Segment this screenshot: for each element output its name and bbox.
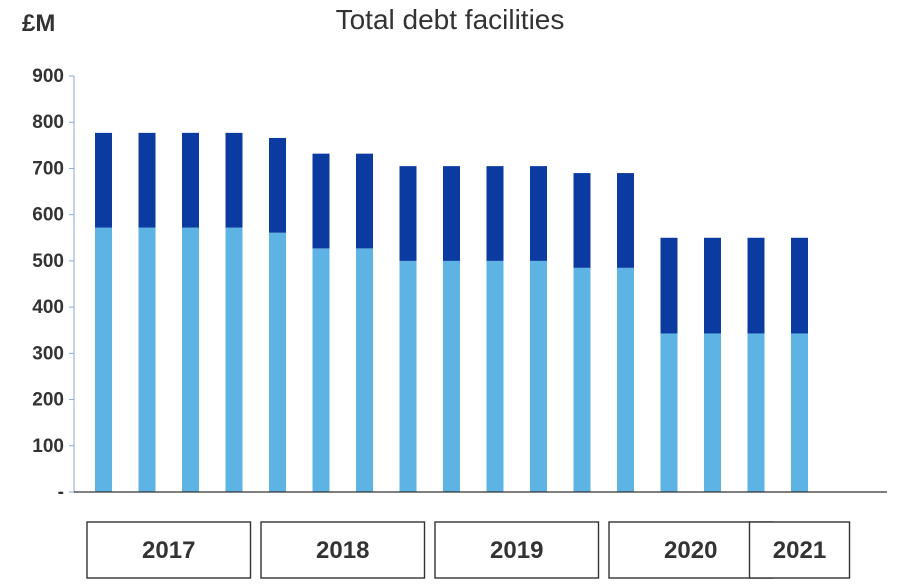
year-box <box>748 521 851 579</box>
year-label: 2019 <box>490 537 543 564</box>
bar-segment-lower <box>486 260 504 492</box>
y-tick-label: 700 <box>32 158 64 179</box>
bar-segment-upper <box>660 237 678 334</box>
year-box <box>608 521 774 579</box>
bar-segment-lower <box>704 333 721 492</box>
year-box <box>260 521 426 579</box>
bar-segment-lower <box>312 248 330 492</box>
bar-segment-upper <box>312 153 330 249</box>
bar-segment-upper <box>747 237 765 334</box>
bar-segment-upper <box>617 173 634 268</box>
unit-label: £M <box>22 10 56 37</box>
y-tick-label: 900 <box>32 66 64 87</box>
bar-segment-lower <box>443 260 460 492</box>
bar-segment-upper <box>225 132 243 228</box>
bar-segment-lower <box>530 260 547 492</box>
bar-segment-upper <box>573 173 591 268</box>
y-tick-label: 300 <box>32 343 64 364</box>
bar-segment-upper <box>443 166 460 261</box>
chart-title: Total debt facilities <box>335 4 565 35</box>
bar-segment-upper <box>399 166 417 261</box>
bar-segment-lower <box>356 248 373 492</box>
bar-segment-upper <box>269 137 286 233</box>
y-tick-label: 500 <box>32 251 64 272</box>
y-tick-label: 200 <box>32 390 64 411</box>
bar-segment-upper <box>95 132 112 228</box>
y-tick-label: 400 <box>32 297 64 318</box>
bar-segment-lower <box>182 227 199 492</box>
y-tick-label: 100 <box>32 436 64 457</box>
year-box <box>86 521 252 579</box>
bar-segment-lower <box>95 227 112 492</box>
bar-segment-lower <box>225 227 243 492</box>
bar-segment-lower <box>138 227 156 492</box>
year-box <box>434 521 600 579</box>
year-label: 2020 <box>664 537 717 564</box>
bar-segment-upper <box>138 132 156 228</box>
bar-segment-upper <box>486 166 504 261</box>
bar-segment-lower <box>660 333 678 492</box>
bar-segment-lower <box>747 333 765 492</box>
year-label: 2018 <box>316 537 369 564</box>
bar-segment-upper <box>530 166 547 261</box>
bar-segment-upper <box>356 153 373 249</box>
bar-segment-lower <box>269 232 286 492</box>
bar-segment-lower <box>399 260 417 492</box>
y-tick-label: 600 <box>32 205 64 226</box>
y-tick-label: 800 <box>32 112 64 133</box>
year-label: 2017 <box>142 537 195 564</box>
year-label: 2021 <box>773 537 826 564</box>
bar-segment-upper <box>182 132 199 228</box>
bar-segment-upper <box>791 237 808 334</box>
bar-segment-lower <box>573 267 591 492</box>
bar-segment-lower <box>617 267 634 492</box>
bar-segment-upper <box>704 237 721 334</box>
y-tick-label: - <box>58 482 64 503</box>
bar-segment-lower <box>791 333 808 492</box>
